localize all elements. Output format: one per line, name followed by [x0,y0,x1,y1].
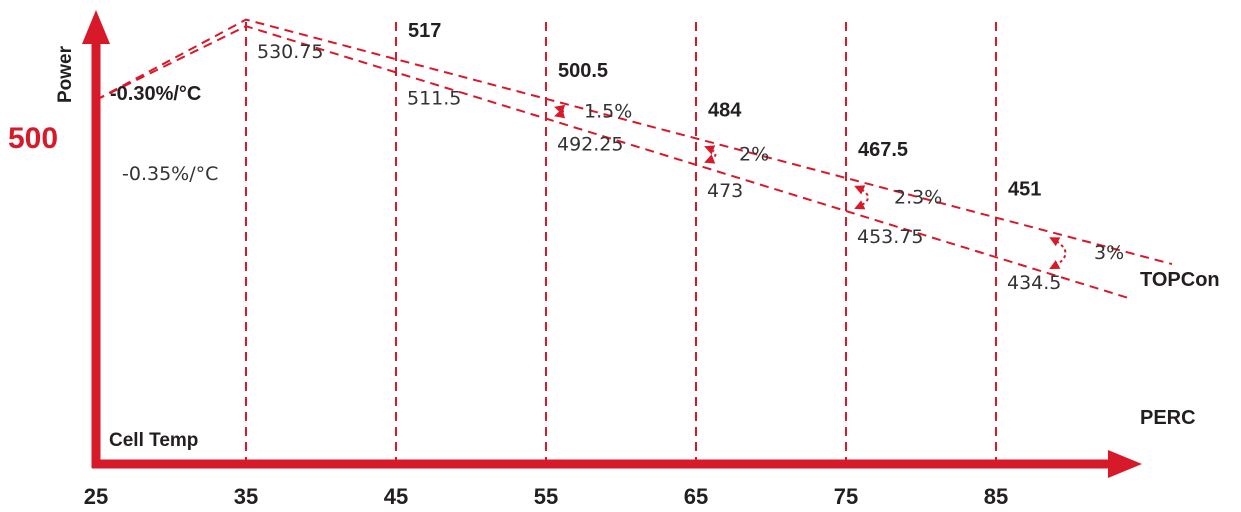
x-tick-label-55: 55 [534,484,558,509]
x-axis-arrow-icon [1108,450,1142,478]
x-tick-label-75: 75 [834,484,858,509]
perc-value-55: 492.25 [557,134,623,156]
gap-label-85: 3% [1094,242,1124,264]
gap-arrow-55 [554,104,566,119]
gap-label-75: 2.3% [894,186,942,208]
data-labels: 533.5 517 500.5 484 467.5 451 530.75 511.5 492.2… [257,0,1061,294]
gap-arrow-65 [704,145,717,164]
topcon-series-label: TOPCon [1140,269,1220,291]
perc-value-75: 453.75 [857,226,923,248]
topcon-value-85: 451 [1008,179,1041,201]
y-axis-arrow-icon [82,10,110,44]
x-tick-label-65: 65 [684,484,708,509]
gap-arrow-75 [854,185,869,210]
y-reference-label: 500 [8,122,58,155]
perc-value-45: 511.5 [407,87,461,109]
perc-series-label: PERC [1140,407,1196,429]
x-tick-labels: 25 35 45 55 65 75 85 [84,484,1008,509]
topcon-value-75: 467.5 [858,139,908,161]
x-tick-label-45: 45 [384,484,408,509]
series-line-perc [95,25,1129,299]
perc-coefficient-label: -0.35%/°C [122,163,218,185]
gap-label-55: 1.5% [584,101,632,123]
gap-arrow-85 [1049,237,1067,270]
gap-annotations: 1.5% 2% 2.3% 3% [554,101,1124,270]
y-axis-label: Power [55,45,76,103]
series-lines [95,18,1173,299]
perc-value-65: 473 [707,180,743,202]
x-tick-label-25: 25 [84,484,108,509]
topcon-value-55: 500.5 [558,60,608,82]
x-axis-label: Cell Temp [109,430,198,451]
grid-lines [245,22,997,460]
topcon-value-45: 517 [408,20,441,42]
series-line-topcon [95,18,1173,266]
gap-label-65: 2% [739,143,769,165]
x-tick-label-85: 85 [984,484,1008,509]
topcon-value-35: 533.5 [258,0,308,3]
x-tick-label-35: 35 [234,484,258,509]
topcon-coefficient-label: -0.30%/°C [110,83,201,105]
topcon-value-65: 484 [708,99,742,121]
perc-value-35: 530.75 [257,41,323,63]
perc-value-85: 434.5 [1007,272,1061,294]
